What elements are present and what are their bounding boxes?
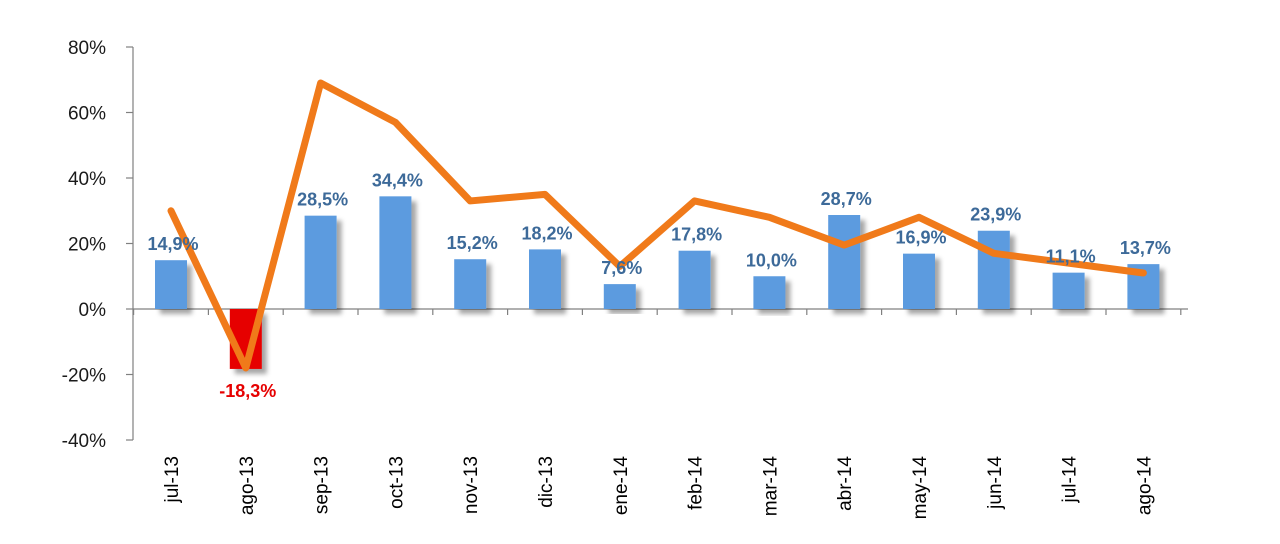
chart-line (167, 79, 1147, 372)
bar (454, 259, 487, 309)
bar (155, 260, 187, 309)
x-tick-label: jun-14 (985, 456, 1006, 510)
x-tick-label: jul-13 (162, 456, 183, 503)
line-series (167, 79, 1147, 372)
data-label: -18,3% (219, 381, 276, 401)
x-tick-label: abr-14 (835, 456, 856, 511)
bar (379, 196, 412, 309)
data-label: 34,4% (372, 170, 423, 190)
data-label: 28,7% (821, 189, 872, 209)
bar (977, 230, 1010, 309)
y-tick-label: -20% (62, 366, 106, 387)
y-tick-label: 0% (79, 300, 107, 321)
bar (1052, 272, 1085, 309)
data-label: 17,8% (671, 225, 722, 245)
x-tick-label: dic-13 (536, 456, 557, 508)
y-tick-label: 40% (68, 169, 106, 190)
data-label: 10,0% (746, 250, 797, 270)
chart-data-labels: 14,9% -18,3% 28,5% 34,4% 15,2% 18,2% 7,6% 17,8%… (147, 170, 1170, 401)
bar (603, 284, 636, 309)
x-tick-label: ago-13 (237, 456, 258, 515)
x-tick-label: feb-14 (686, 456, 707, 510)
data-label: 18,2% (521, 223, 572, 243)
bar (903, 253, 935, 309)
y-tick-label: 60% (68, 104, 106, 125)
data-label: 15,2% (447, 233, 498, 253)
data-label: 16,9% (895, 228, 946, 248)
x-tick-label: sep-13 (312, 456, 333, 514)
bar (753, 276, 786, 309)
bar (529, 249, 561, 309)
data-label: 13,7% (1120, 238, 1171, 258)
y-tick-label: 80% (68, 38, 106, 59)
x-tick-label: may-14 (910, 456, 931, 520)
bar (828, 215, 861, 309)
y-tick-label: -40% (62, 431, 106, 452)
x-tick-label: nov-13 (461, 456, 482, 514)
x-tick-label: ago-14 (1134, 456, 1155, 516)
bar (678, 250, 711, 309)
y-tick-label: 20% (68, 235, 106, 256)
data-label: 7,6% (601, 258, 642, 278)
data-label: 28,5% (297, 190, 348, 210)
data-label: 23,9% (970, 205, 1021, 225)
data-label: 14,9% (147, 234, 198, 254)
x-tick-label: oct-13 (386, 456, 407, 509)
chart-category-labels: jul-13 ago-13 sep-13 oct-13 nov-13 dic-13 ene-… (162, 456, 1155, 520)
data-label: 11,1% (1046, 247, 1096, 267)
x-tick-label: jul-14 (1060, 456, 1081, 504)
bar (304, 215, 337, 309)
x-tick-label: ene-14 (611, 456, 632, 516)
x-tick-label: mar-14 (760, 456, 781, 517)
